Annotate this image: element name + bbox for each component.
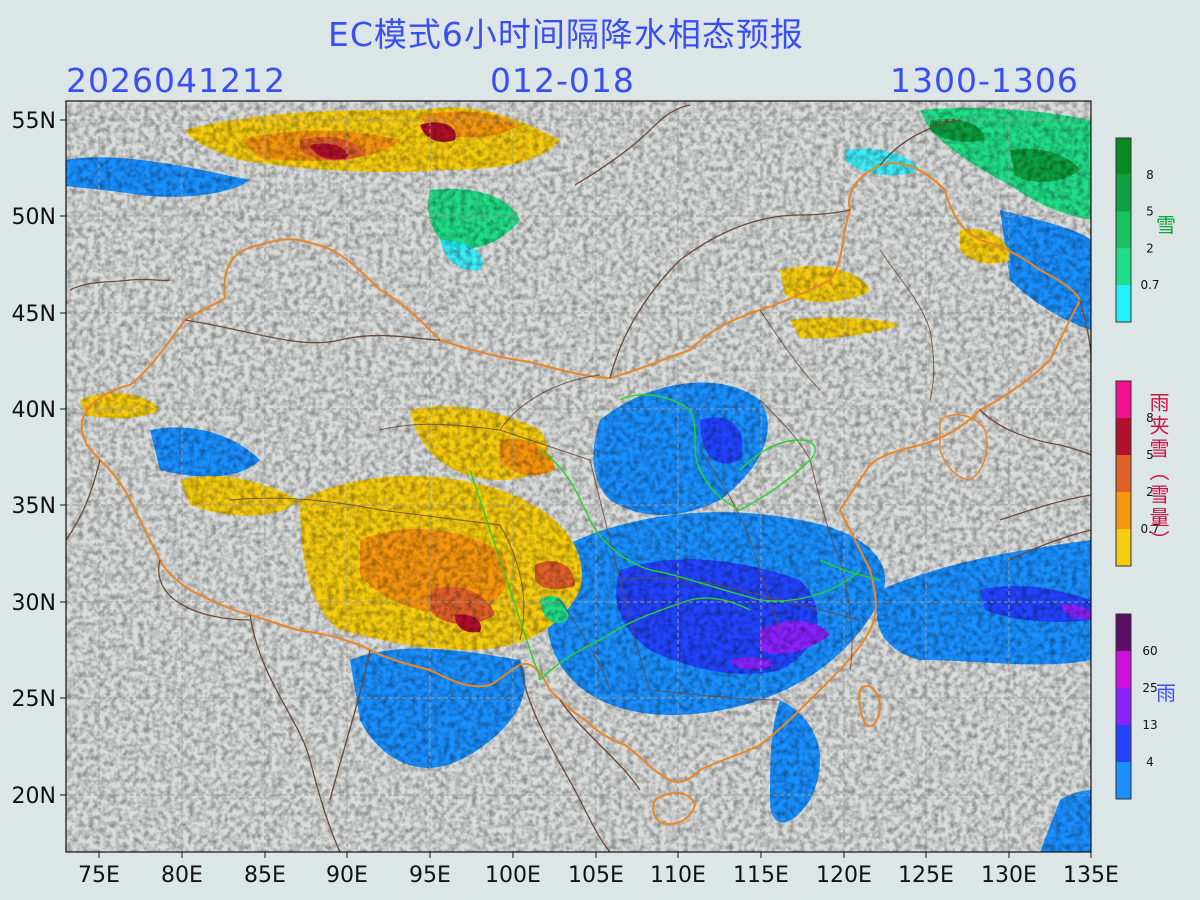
rain-colorbar-swatch (1116, 688, 1131, 725)
rain-legend-title: 雨 (1156, 681, 1176, 705)
forecast-hours: 012-018 (490, 61, 635, 100)
sleet-colorbar-swatch (1116, 455, 1131, 492)
sleet-legend-title: 雨夹雪（雪量） (1146, 392, 1170, 553)
map-title: EC模式6小时间隔降水相态预报 (328, 15, 804, 54)
lat-tick-label: 55N (12, 109, 56, 134)
rain-colorbar-label: 4 (1146, 755, 1154, 769)
lon-tick-labels: 75E 80E 85E 90E 95E 100E 105E 110E 115E … (78, 863, 1119, 888)
axis-ticks (60, 119, 1092, 858)
lat-tick-labels: 55N 50N 45N 40N 35N 30N 25N 20N (12, 109, 56, 809)
rain-colorbar-swatch (1116, 614, 1131, 651)
sleet-colorbar-swatch (1116, 381, 1131, 418)
snow-colorbar-frame (1115, 137, 1132, 323)
lat-tick-label: 50N (12, 205, 56, 230)
lat-tick-label: 40N (12, 398, 56, 423)
china-border (80, 162, 1082, 783)
rain-colorbar-swatch (1116, 725, 1131, 762)
valid-time: 1300-1306 (890, 61, 1079, 100)
snow-colorbar-label: 5 (1146, 205, 1154, 219)
sleet-colorbar-swatch (1116, 492, 1131, 529)
sleet-colorbar: 0.7 2 5 8 (1115, 380, 1160, 567)
lon-tick-label: 110E (650, 863, 706, 888)
rain-colorbar-label: 60 (1142, 644, 1157, 658)
snow-colorbar-label: 0.7 (1140, 278, 1159, 292)
lat-tick-label: 25N (12, 687, 56, 712)
sleet-colorbar-swatch (1116, 418, 1131, 455)
rain-colorbar-label: 25 (1142, 681, 1157, 695)
snow-colorbar-swatch (1116, 174, 1131, 212)
snow-colorbar-swatch (1116, 211, 1131, 249)
lat-tick-label: 45N (12, 302, 56, 327)
lon-tick-label: 75E (78, 863, 120, 888)
lat-tick-label: 20N (12, 784, 56, 809)
init-time: 2026041212 (66, 61, 286, 100)
sleet-colorbar-label: 2 (1146, 485, 1154, 499)
field-texture (66, 101, 1091, 852)
lon-tick-label: 105E (568, 863, 624, 888)
lon-tick-label: 120E (816, 863, 872, 888)
sleet-colorbar-label: 5 (1146, 448, 1154, 462)
snow-colorbar: 0.7 2 5 8 (1115, 137, 1160, 323)
lat-tick-label: 30N (12, 591, 56, 616)
lon-tick-label: 100E (485, 863, 541, 888)
rain-colorbar: 4 13 25 60 (1115, 613, 1158, 800)
lon-tick-label: 95E (409, 863, 451, 888)
snow-colorbar-swatch (1116, 248, 1131, 286)
neighbor-borders (66, 104, 1091, 852)
rain-colorbar-label: 13 (1142, 718, 1157, 732)
korea-outline (939, 414, 988, 481)
sleet-colorbar-label: 8 (1146, 411, 1154, 425)
snow-colorbar-swatch (1116, 285, 1131, 322)
lon-tick-label: 130E (981, 863, 1037, 888)
sleet-colorbar-frame (1115, 380, 1132, 567)
province-borders (229, 249, 935, 701)
river-basin-outline (469, 394, 881, 681)
lon-tick-label: 125E (898, 863, 954, 888)
hainan-outline (652, 792, 697, 825)
snow-legend-title: 雪 (1156, 213, 1176, 237)
lat-tick-label: 35N (12, 494, 56, 519)
sleet-colorbar-swatch (1116, 529, 1131, 566)
rain-colorbar-swatch (1116, 762, 1131, 799)
lon-tick-label: 85E (244, 863, 286, 888)
map-frame (65, 100, 1092, 853)
snow-colorbar-label: 8 (1146, 168, 1154, 182)
lon-tick-label: 115E (733, 863, 789, 888)
lon-tick-label: 80E (161, 863, 203, 888)
rain-colorbar-frame (1115, 613, 1132, 800)
taiwan-outline (858, 685, 882, 728)
snow-colorbar-label: 2 (1146, 241, 1154, 255)
rain-colorbar-swatch (1116, 651, 1131, 688)
sleet-colorbar-label: 0.7 (1140, 522, 1159, 536)
graticule (66, 101, 1091, 852)
precip-field (66, 101, 1091, 852)
snow-colorbar-swatch (1116, 138, 1131, 175)
lon-tick-label: 90E (326, 863, 368, 888)
lon-tick-label: 135E (1063, 863, 1119, 888)
